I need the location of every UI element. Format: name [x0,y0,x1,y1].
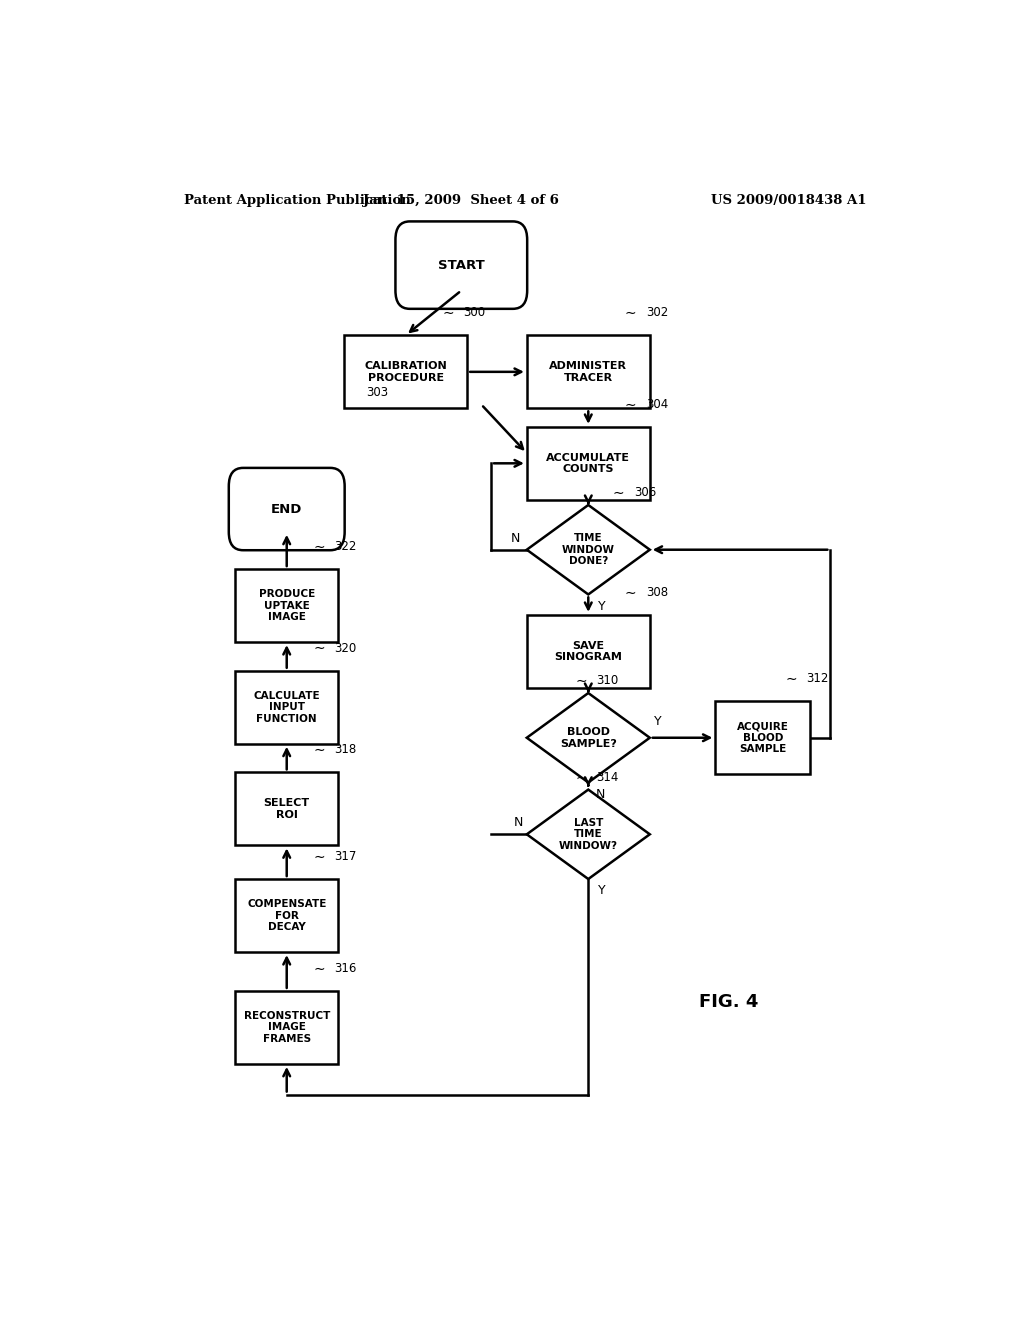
Text: COMPENSATE
FOR
DECAY: COMPENSATE FOR DECAY [247,899,327,932]
Text: 314: 314 [596,771,618,784]
Text: ∼: ∼ [625,306,636,319]
Bar [715,701,811,775]
Text: ACCUMULATE
COUNTS: ACCUMULATE COUNTS [546,453,631,474]
Text: PRODUCE
UPTAKE
IMAGE: PRODUCE UPTAKE IMAGE [259,589,314,622]
Text: ∼: ∼ [313,540,325,553]
Bar [236,879,338,952]
Text: 316: 316 [334,962,356,975]
Text: LAST
TIME
WINDOW?: LAST TIME WINDOW? [559,817,617,851]
Bar [236,569,338,643]
Bar [236,772,338,846]
Text: TIME
WINDOW
DONE?: TIME WINDOW DONE? [562,533,614,566]
Text: Jan. 15, 2009  Sheet 4 of 6: Jan. 15, 2009 Sheet 4 of 6 [364,194,559,207]
Text: Patent Application Publication: Patent Application Publication [183,194,411,207]
Text: 312: 312 [807,672,828,685]
Text: Y: Y [598,599,605,612]
Text: Y: Y [653,714,662,727]
Text: N: N [596,788,605,800]
Text: 303: 303 [367,387,388,399]
Text: 308: 308 [646,586,668,599]
Text: 306: 306 [634,486,656,499]
Bar [344,335,467,408]
Text: ∼: ∼ [625,397,636,412]
Polygon shape [526,789,650,879]
Text: ADMINISTER
TRACER: ADMINISTER TRACER [549,362,628,383]
Text: FIG. 4: FIG. 4 [699,993,759,1011]
Text: N: N [513,816,523,829]
Text: ∼: ∼ [313,642,325,655]
Bar [236,991,338,1064]
Text: SELECT
ROI: SELECT ROI [263,799,310,820]
Text: 318: 318 [334,743,356,756]
Text: US 2009/0018438 A1: US 2009/0018438 A1 [711,194,866,207]
Text: RECONSTRUCT
IMAGE
FRAMES: RECONSTRUCT IMAGE FRAMES [244,1011,330,1044]
Text: END: END [271,503,302,516]
FancyBboxPatch shape [228,467,345,550]
Text: ∼: ∼ [612,486,625,500]
Text: ∼: ∼ [575,771,587,784]
Polygon shape [526,506,650,594]
Text: START: START [438,259,484,272]
Text: ∼: ∼ [313,743,325,756]
Text: N: N [511,532,520,545]
Text: 300: 300 [463,306,485,319]
Bar [526,426,650,500]
Text: ∼: ∼ [575,673,587,688]
Text: 322: 322 [334,540,356,553]
Text: BLOOD
SAMPLE?: BLOOD SAMPLE? [560,727,616,748]
Text: ∼: ∼ [442,306,454,319]
Text: CALIBRATION
PROCEDURE: CALIBRATION PROCEDURE [365,362,447,383]
Text: ∼: ∼ [313,850,325,863]
Text: ∼: ∼ [313,961,325,975]
Text: 304: 304 [646,397,668,411]
Text: 310: 310 [596,675,618,688]
Bar [526,335,650,408]
Bar [236,671,338,744]
Polygon shape [526,693,650,783]
Text: ACQUIRE
BLOOD
SAMPLE: ACQUIRE BLOOD SAMPLE [737,721,788,754]
Text: 320: 320 [334,642,356,655]
Text: Y: Y [598,884,605,898]
Text: ∼: ∼ [785,672,797,686]
Text: CALCULATE
INPUT
FUNCTION: CALCULATE INPUT FUNCTION [253,690,321,723]
Text: ∼: ∼ [625,585,636,599]
FancyBboxPatch shape [395,222,527,309]
Bar [526,615,650,688]
Text: 302: 302 [646,306,668,319]
Text: 317: 317 [334,850,356,863]
Text: SAVE
SINOGRAM: SAVE SINOGRAM [554,640,623,663]
